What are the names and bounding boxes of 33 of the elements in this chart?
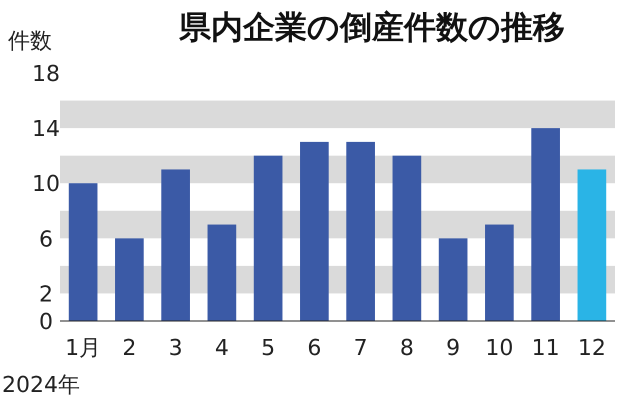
bar xyxy=(208,224,236,321)
bar xyxy=(300,142,329,321)
x-tick-label: 6 xyxy=(307,336,322,361)
x-tick-label: 12 xyxy=(578,336,606,361)
text: 2024年 xyxy=(2,373,80,398)
bar xyxy=(531,128,560,321)
x-tick-label: 3 xyxy=(168,336,183,361)
x-tick-label: 2 xyxy=(122,336,136,361)
x-tick-label: 5 xyxy=(261,336,276,361)
y-tick-label: 2 xyxy=(39,282,53,308)
bar xyxy=(115,238,144,321)
x-tick-label: 9 xyxy=(446,336,460,361)
x-tick-label: 11 xyxy=(532,336,560,361)
x-tick-label: 1月 xyxy=(65,336,102,361)
y-axis-title: 件数 xyxy=(8,29,52,54)
y-tick-label: 14 xyxy=(32,117,60,142)
x-tick-label: 8 xyxy=(400,336,414,361)
bar xyxy=(485,224,514,321)
bar xyxy=(438,238,468,321)
bar xyxy=(68,183,98,321)
y-tick-label: 0 xyxy=(39,310,53,335)
y-tick-label: 18 xyxy=(32,62,60,87)
y-tick-label: 10 xyxy=(32,172,60,198)
bar xyxy=(392,156,422,321)
x-tick-label: 7 xyxy=(354,336,368,361)
x-tick-label: 10 xyxy=(485,336,514,361)
bar xyxy=(161,169,190,321)
bar xyxy=(254,156,282,321)
bar xyxy=(346,142,375,321)
y-tick-label: 6 xyxy=(39,227,53,252)
x-tick-label: 4 xyxy=(214,336,229,361)
chart-title: 県内企業の倒産件数の推移 xyxy=(178,8,565,46)
bar xyxy=(578,169,606,321)
